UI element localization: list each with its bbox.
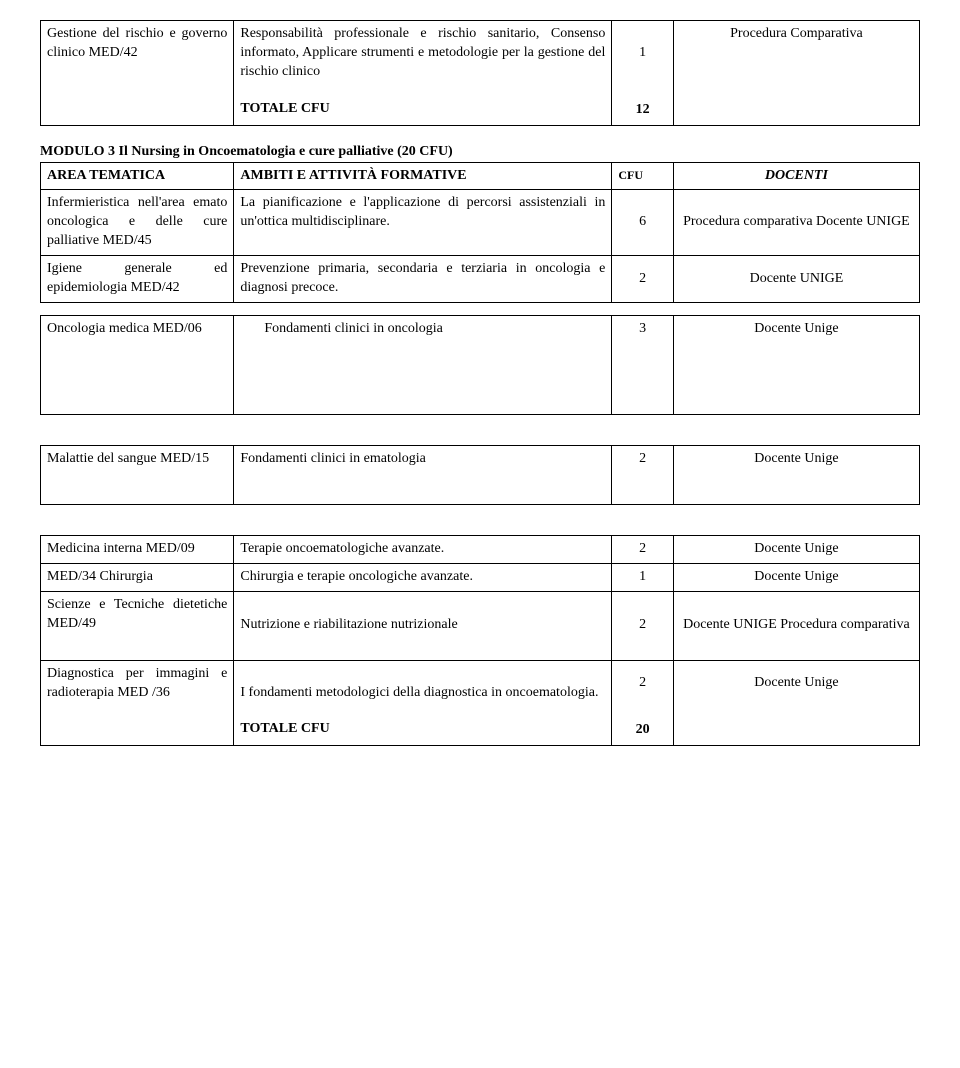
cell-docenti: Docente Unige (673, 445, 919, 504)
cell-cfu: 6 (612, 190, 674, 256)
spacer (40, 415, 920, 445)
cell-cfu: 2 (612, 660, 674, 706)
table-row: Medicina interna MED/09 Terapie oncoemat… (41, 535, 920, 563)
table-bottom: Medicina interna MED/09 Terapie oncoemat… (40, 535, 920, 746)
cell-totale-value: 12 (612, 86, 674, 125)
table-row: Infermieristica nell'area emato oncologi… (41, 190, 920, 256)
cell-cfu: 2 (612, 256, 674, 303)
cell-area: Oncologia medica MED/06 (41, 315, 234, 414)
cell-cfu: 3 (612, 315, 674, 414)
table-oncologia: Oncologia medica MED/06 Fondamenti clini… (40, 315, 920, 415)
cell-totale-label: TOTALE CFU (234, 706, 612, 745)
cell-empty (41, 86, 234, 125)
cell-docenti: Docente Unige (673, 535, 919, 563)
table-row: TOTALE CFU 12 (41, 86, 920, 125)
cell-ambiti: Responsabilità professionale e rischio s… (234, 21, 612, 86)
cell-cfu: 1 (612, 563, 674, 591)
cell-ambiti: Prevenzione primaria, secondaria e terzi… (234, 256, 612, 303)
table-row: Scienze e Tecniche dietetiche MED/49 Nut… (41, 591, 920, 660)
cell-area: Scienze e Tecniche dietetiche MED/49 (41, 591, 234, 660)
table-row: Gestione del rischio e governo clinico M… (41, 21, 920, 86)
header-area: AREA TEMATICA (41, 162, 234, 190)
table-row: Oncologia medica MED/06 Fondamenti clini… (41, 315, 920, 414)
header-ambiti: AMBITI E ATTIVITÀ FORMATIVE (234, 162, 612, 190)
cell-ambiti: Fondamenti clinici in oncologia (234, 315, 612, 414)
cell-ambiti: I fondamenti metodologici della diagnost… (234, 660, 612, 706)
table-row: MED/34 Chirurgia Chirurgia e terapie onc… (41, 563, 920, 591)
cell-cfu: 2 (612, 535, 674, 563)
table-header-row: AREA TEMATICA AMBITI E ATTIVITÀ FORMATIV… (41, 162, 920, 190)
header-docenti: DOCENTI (673, 162, 919, 190)
cell-cfu: 2 (612, 591, 674, 660)
cell-docenti: Procedura comparativa Docente UNIGE (673, 190, 919, 256)
cell-docenti: Procedura Comparativa (673, 21, 919, 86)
cell-cfu: 2 (612, 445, 674, 504)
table-row: TOTALE CFU 20 (41, 706, 920, 745)
cell-docenti: Docente UNIGE (673, 256, 919, 303)
table-malattie: Malattie del sangue MED/15 Fondamenti cl… (40, 445, 920, 505)
cell-empty (673, 706, 919, 745)
table-row: Malattie del sangue MED/15 Fondamenti cl… (41, 445, 920, 504)
cell-empty (41, 706, 234, 745)
cell-ambiti: Fondamenti clinici in ematologia (234, 445, 612, 504)
cell-docenti: Docente Unige (673, 315, 919, 414)
spacer (40, 505, 920, 535)
table-row: Igiene generale ed epidemiologia MED/42 … (41, 256, 920, 303)
cell-cfu: 1 (612, 21, 674, 86)
table-module3a: AREA TEMATICA AMBITI E ATTIVITÀ FORMATIV… (40, 162, 920, 303)
cell-ambiti: La pianificazione e l'applicazione di pe… (234, 190, 612, 256)
table-row: Diagnostica per immagini e radioterapia … (41, 660, 920, 706)
cell-area: Infermieristica nell'area emato oncologi… (41, 190, 234, 256)
header-cfu: CFU (612, 162, 674, 190)
cell-area: Diagnostica per immagini e radioterapia … (41, 660, 234, 706)
module3-title: MODULO 3 Il Nursing in Oncoematologia e … (40, 144, 920, 160)
spacer (40, 126, 920, 138)
cell-area: Gestione del rischio e governo clinico M… (41, 21, 234, 86)
cell-docenti: Docente Unige (673, 660, 919, 706)
cell-totale-value: 20 (612, 706, 674, 745)
table-top: Gestione del rischio e governo clinico M… (40, 20, 920, 126)
cell-area: Igiene generale ed epidemiologia MED/42 (41, 256, 234, 303)
cell-docenti: Docente UNIGE Procedura comparativa (673, 591, 919, 660)
cell-area: Medicina interna MED/09 (41, 535, 234, 563)
cell-ambiti: Nutrizione e riabilitazione nutrizionale (234, 591, 612, 660)
cell-area: MED/34 Chirurgia (41, 563, 234, 591)
cell-totale-label: TOTALE CFU (234, 86, 612, 125)
cell-docenti: Docente Unige (673, 563, 919, 591)
spacer (40, 303, 920, 315)
cell-ambiti: Chirurgia e terapie oncologiche avanzate… (234, 563, 612, 591)
cell-empty (673, 86, 919, 125)
cell-area: Malattie del sangue MED/15 (41, 445, 234, 504)
cell-ambiti: Terapie oncoematologiche avanzate. (234, 535, 612, 563)
